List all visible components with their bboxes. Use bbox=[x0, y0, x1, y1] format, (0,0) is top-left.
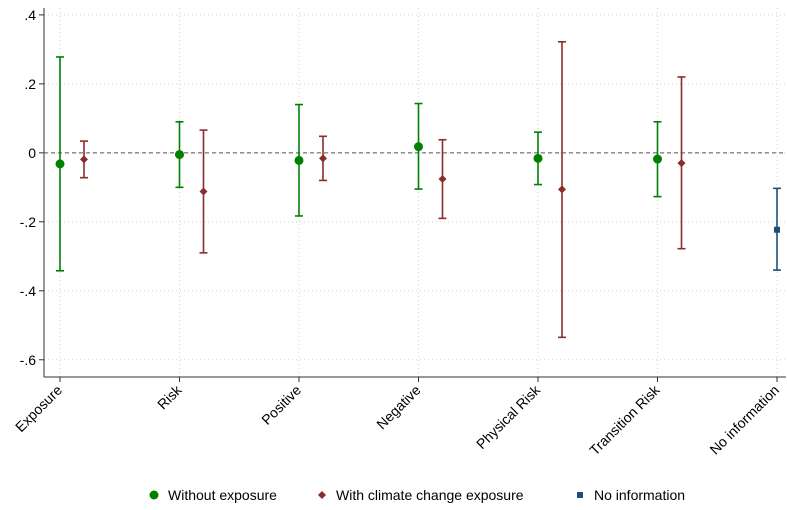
x-tick-label: No information bbox=[706, 382, 782, 458]
data-point bbox=[774, 226, 780, 233]
x-tick-label: Exposure bbox=[12, 382, 65, 435]
series-2 bbox=[773, 187, 781, 271]
data-point bbox=[175, 150, 184, 160]
plot-area bbox=[55, 40, 781, 339]
data-point bbox=[677, 159, 686, 168]
legend-marker bbox=[318, 491, 326, 499]
legend-marker bbox=[577, 492, 583, 498]
series-1 bbox=[80, 40, 686, 339]
y-tick-label: -.6 bbox=[20, 352, 37, 368]
axes bbox=[39, 8, 786, 382]
data-point bbox=[319, 154, 327, 163]
legend-label: No information bbox=[594, 487, 685, 503]
legend-marker bbox=[149, 490, 159, 500]
data-point bbox=[199, 187, 208, 196]
x-tick-label: Risk bbox=[154, 381, 185, 412]
x-tick-label: Positive bbox=[258, 382, 304, 428]
data-point bbox=[55, 159, 65, 169]
y-tick-label: .2 bbox=[24, 76, 36, 92]
data-point bbox=[533, 153, 543, 163]
legend-item-1: With climate change exposure bbox=[318, 487, 524, 503]
y-tick-label: .4 bbox=[24, 7, 36, 23]
y-tick-labels: .4 .2 0 -.2 -.4 -.6 bbox=[20, 7, 37, 368]
x-tick-label: Negative bbox=[373, 382, 424, 433]
x-tick-labels: Exposure Risk Positive Negative Physical Ris… bbox=[12, 381, 782, 458]
legend-item-0: Without exposure bbox=[149, 487, 277, 503]
data-point bbox=[80, 155, 88, 164]
legend-label: With climate change exposure bbox=[336, 487, 524, 503]
data-point bbox=[414, 142, 423, 152]
data-point bbox=[294, 155, 304, 165]
y-tick-label: 0 bbox=[28, 145, 36, 161]
data-point bbox=[558, 185, 566, 194]
x-tick-label: Physical Risk bbox=[473, 381, 544, 452]
legend-item-2: No information bbox=[577, 487, 685, 503]
x-tick-label: Transition Risk bbox=[586, 381, 663, 458]
legend: Without exposure With climate change expo… bbox=[149, 487, 685, 503]
y-tick-label: -.2 bbox=[20, 214, 37, 230]
data-point bbox=[438, 175, 447, 184]
data-point bbox=[653, 154, 662, 164]
series-0 bbox=[55, 56, 662, 272]
y-tick-label: -.4 bbox=[20, 283, 37, 299]
grid-lines bbox=[44, 8, 786, 377]
legend-label: Without exposure bbox=[168, 487, 277, 503]
